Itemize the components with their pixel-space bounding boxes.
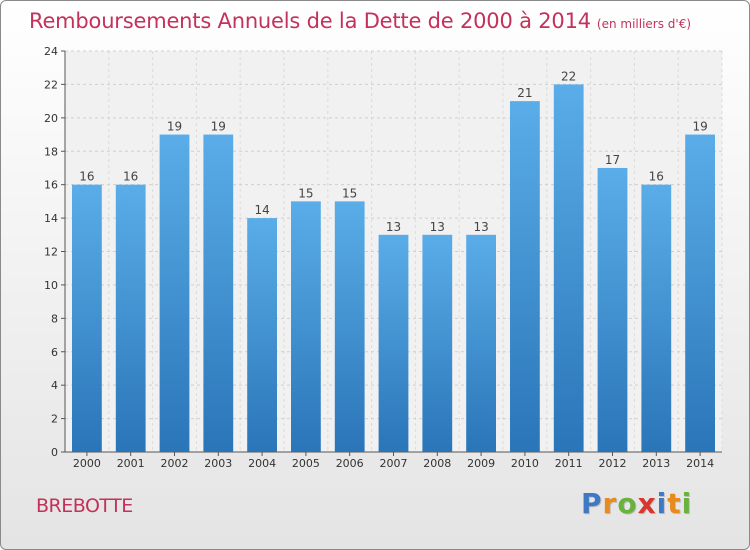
bar-2000: [72, 184, 102, 452]
bar-2005: [291, 201, 321, 452]
data-label-2013: 16: [649, 170, 664, 184]
x-tick-label: 2000: [73, 457, 101, 470]
x-tick-label: 2004: [248, 457, 276, 470]
chart-unit-label: (en milliers d'€): [596, 17, 692, 31]
logo-letter: r: [602, 487, 618, 520]
x-tick-label: 2001: [117, 457, 145, 470]
bar-2002: [159, 134, 190, 452]
bar-2008: [422, 234, 453, 452]
logo-letter: i: [656, 487, 668, 520]
x-tick-label: 2006: [336, 457, 364, 470]
data-label-2003: 19: [211, 120, 226, 134]
y-tick-label: 2: [51, 413, 58, 426]
y-tick-label: 8: [51, 312, 58, 325]
y-tick-label: 22: [44, 78, 58, 91]
y-tick-label: 14: [44, 212, 58, 225]
y-tick-label: 20: [44, 112, 58, 125]
data-label-2006: 15: [342, 186, 357, 200]
bar-2009: [466, 234, 496, 452]
y-tick-label: 24: [44, 45, 58, 58]
x-tick-label: 2014: [686, 457, 714, 470]
logo-letter: P: [581, 487, 603, 520]
bar-2010: [510, 101, 540, 452]
y-tick-label: 16: [44, 179, 58, 192]
bar-2004: [247, 218, 277, 452]
x-tick-label: 2003: [204, 457, 232, 470]
bar-2003: [203, 134, 234, 452]
logo-letter: i: [681, 487, 693, 520]
chart-title-text: Remboursements Annuels de la Dette de 20…: [29, 9, 591, 33]
logo-letter: o: [617, 487, 638, 520]
y-tick-label: 10: [44, 279, 58, 292]
commune-name: BREBOTTE: [36, 495, 133, 517]
data-label-2005: 15: [298, 186, 313, 200]
data-label-2002: 19: [167, 120, 182, 134]
logo-letter: x: [637, 487, 657, 520]
data-label-2012: 17: [605, 153, 620, 167]
y-tick-label: 0: [51, 446, 58, 459]
x-tick-label: 2013: [642, 457, 670, 470]
bar-2012: [597, 167, 628, 453]
y-tick-label: 6: [51, 346, 58, 359]
data-label-2004: 14: [254, 203, 269, 217]
y-tick-label: 4: [51, 379, 58, 392]
data-label-2001: 16: [123, 170, 138, 184]
data-label-2008: 13: [430, 220, 445, 234]
x-tick-label: 2008: [423, 457, 451, 470]
y-tick-label: 12: [44, 246, 58, 259]
bar-2013: [641, 184, 672, 452]
data-label-2014: 19: [692, 120, 707, 134]
bar-2006: [334, 201, 365, 452]
x-tick-label: 2007: [380, 457, 408, 470]
data-label-2000: 16: [79, 170, 94, 184]
x-tick-label: 2005: [292, 457, 320, 470]
y-tick-label: 18: [44, 145, 58, 158]
bar-2011: [553, 84, 584, 453]
x-tick-label: 2002: [161, 457, 189, 470]
logo-letter: t: [667, 487, 682, 520]
bar-2014: [685, 134, 715, 452]
x-tick-label: 2009: [467, 457, 495, 470]
data-label-2009: 13: [473, 220, 488, 234]
bar-2001: [115, 184, 146, 452]
bar-2007: [378, 234, 409, 452]
chart-title: Remboursements Annuels de la Dette de 20…: [29, 9, 691, 33]
x-tick-label: 2012: [599, 457, 627, 470]
data-label-2011: 22: [561, 69, 576, 83]
proxiti-logo[interactable]: Proxiti: [581, 487, 692, 520]
x-tick-label: 2011: [555, 457, 583, 470]
x-tick-label: 2010: [511, 457, 539, 470]
data-label-2007: 13: [386, 220, 401, 234]
data-label-2010: 21: [517, 86, 532, 100]
